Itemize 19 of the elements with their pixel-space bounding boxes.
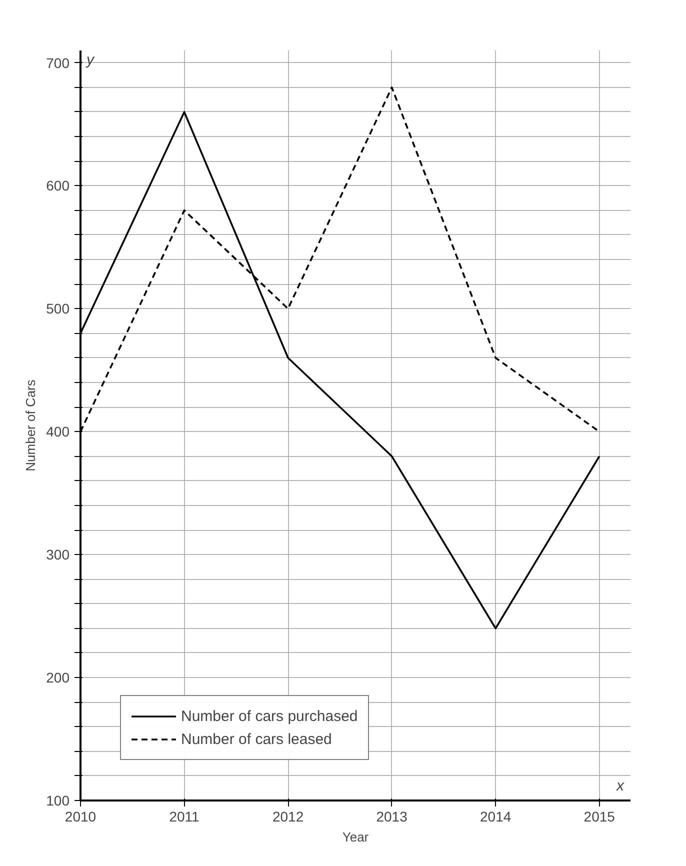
annotation: y bbox=[86, 52, 96, 68]
x-tick-label: 2015 bbox=[584, 808, 616, 824]
legend-label: Number of cars leased bbox=[181, 730, 332, 748]
y-tick-label: 300 bbox=[46, 546, 70, 563]
y-tick-label: 200 bbox=[46, 670, 70, 686]
y-tick-label: 500 bbox=[46, 300, 70, 317]
x-axis-title: Year bbox=[342, 830, 370, 844]
y-axis-title: Number of Cars bbox=[23, 379, 38, 472]
x-tick-label: 2013 bbox=[376, 808, 408, 824]
annotation: x bbox=[616, 778, 624, 794]
x-tick-label: 2014 bbox=[480, 808, 512, 824]
x-tick-label: 2012 bbox=[272, 808, 304, 824]
legend-label: Number of cars purchased bbox=[181, 708, 358, 724]
y-tick-label: 100 bbox=[46, 792, 70, 808]
y-tick-label: 600 bbox=[46, 178, 70, 194]
y-tick-label: 700 bbox=[46, 54, 70, 71]
x-tick-label: 2010 bbox=[64, 808, 96, 824]
y-tick-label: 400 bbox=[46, 424, 70, 440]
x-tick-label: 2011 bbox=[169, 808, 200, 824]
